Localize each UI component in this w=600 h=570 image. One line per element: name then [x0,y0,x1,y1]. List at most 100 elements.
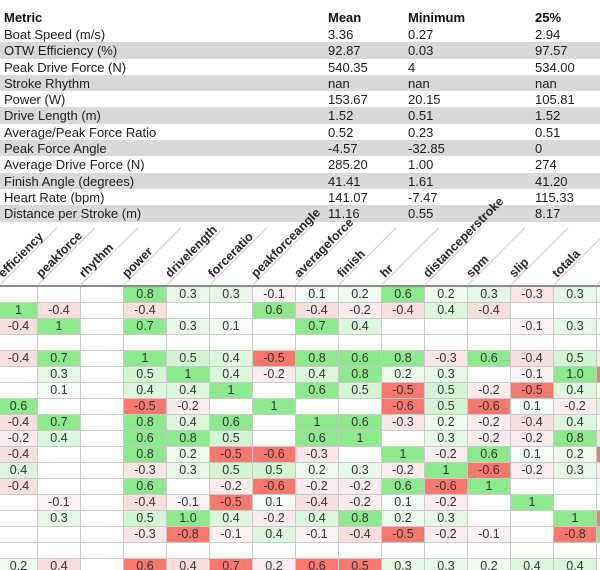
matrix-row: -0.4 0.8 0.2 -0.5 -0.6 -0.3 1 -0.2 0.6 0.1 0.2 [0,447,600,463]
matrix-cell: 0.2 [0,559,38,570]
matrix-cell [81,367,124,383]
matrix-cell: 1 [425,463,468,479]
matrix-cell: 1 [296,415,339,431]
matrix-cell: 0.6 [0,399,38,415]
matrix-cell: 0.3 [425,511,468,527]
matrix-cell: 0.4 [339,319,382,335]
matrix-column-label: slip [506,255,532,281]
matrix-cell: -0.1 [38,495,81,511]
matrix-row: -0.1 -0.4 -0.1 -0.5 0.1 -0.4 -0.2 0.1 -0.2 1 [0,495,600,511]
matrix-cell: 0.4 [253,527,296,543]
summary-row-cell: 274 [535,157,557,173]
matrix-cell: 0.2 [296,463,339,479]
matrix-cell: 1 [0,303,38,319]
matrix-cell: 1 [167,367,210,383]
matrix-cell [597,431,600,447]
matrix-row: 0.8 0.3 0.3 -0.1 0.1 0.2 0.6 0.2 0.3 -0.3 0.3 [0,287,600,303]
matrix-cell [296,335,339,351]
matrix-cell: -0.2 [425,495,468,511]
summary-row-cell: Peak Drive Force (N) [4,59,127,75]
summary-row-cell: Stroke Rhythm [4,75,90,91]
matrix-cell [0,367,38,383]
matrix-cell: -0.4 [124,303,167,319]
matrix-cell [597,463,600,479]
matrix-cell: -0.2 [339,303,382,319]
summary-row-cell: 115.33 [535,189,574,205]
matrix-cell: 0.4 [296,511,339,527]
matrix-cell: 0.1 [38,383,81,399]
summary-header-cell: 25% [535,10,562,25]
matrix-cell [511,335,554,351]
matrix-cell [468,511,511,527]
matrix-cell: -0.4 [124,495,167,511]
matrix-cell: 0.6 [382,479,425,495]
matrix-cell: -0.1 [511,319,554,335]
matrix-cell [597,543,600,559]
matrix-cell [597,335,600,351]
matrix-cell: 0.3 [554,319,597,335]
correlation-matrix: 0.8 0.3 0.3 -0.1 0.1 0.2 0.6 0.2 0.3 -0.3 0.3 1 -0.4… [0,287,600,570]
matrix-cell: 0.2 [253,559,296,570]
summary-row-cell: 8.17 [535,206,561,222]
matrix-cell: -0.6 [253,447,296,463]
matrix-cell: -0.4 [382,303,425,319]
matrix-cell [468,543,511,559]
matrix-cell: 0.8 [167,431,210,447]
matrix-cell: -0.2 [296,479,339,495]
matrix-cell: 0.6 [296,431,339,447]
matrix-cell [81,319,124,335]
matrix-cell: 0.4 [554,559,597,570]
summary-table: Metric Mean Minimum 25% Boat Speed (m/s) 3.36… [0,9,600,222]
matrix-cell [81,543,124,559]
matrix-cell [468,367,511,383]
matrix-cell: -0.5 [210,447,253,463]
matrix-cell: -0.4 [0,319,38,335]
matrix-cell [382,543,425,559]
matrix-cell: 0.4 [167,415,210,431]
summary-row-cell: 0.23 [408,124,434,140]
matrix-column-label: finish [334,246,368,281]
matrix-cell [253,319,296,335]
matrix-cell: 0.3 [425,559,468,570]
matrix-cell [0,543,38,559]
matrix-cell: 0.6 [124,479,167,495]
matrix-cell: -0.8 [167,527,210,543]
matrix-cell: 0.7 [38,415,81,431]
matrix-row: 0.3 0.5 1.0 0.4 -0.2 0.4 0.8 0.2 0.3 1 [0,511,600,527]
summary-row-cell: 1.00 [408,157,434,173]
matrix-cell: -0.3 [296,447,339,463]
matrix-cell [554,543,597,559]
matrix-cell: 0.3 [38,367,81,383]
summary-row-cell: 534.00 [535,59,575,75]
matrix-cell: -0.2 [468,415,511,431]
matrix-cell: -0.4 [296,495,339,511]
matrix-cell: 0.4 [554,383,597,399]
matrix-cell [210,543,253,559]
summary-row: Finish Angle (degrees) 41.41 1.61 41.20 [0,172,600,189]
matrix-cell [81,415,124,431]
matrix-cell: 0.3 [38,511,81,527]
summary-row-cell: 141.07 [328,189,368,205]
matrix-cell: -0.1 [296,527,339,543]
matrix-cell: -0.2 [554,399,597,415]
matrix-cell [81,335,124,351]
matrix-cell [425,543,468,559]
matrix-cell: 0.2 [425,415,468,431]
matrix-cell: 0.6 [210,415,253,431]
matrix-cell: -0.5 [210,495,253,511]
matrix-cell [0,527,38,543]
header-divider-line [38,227,96,285]
matrix-cell: 0.5 [253,463,296,479]
matrix-cell: 0.4 [511,559,554,570]
matrix-cell [253,431,296,447]
matrix-cell [81,463,124,479]
matrix-cell: -0.4 [0,415,38,431]
matrix-cell: -0.4 [468,303,511,319]
matrix-cell [339,447,382,463]
matrix-cell: 0.3 [339,463,382,479]
summary-row-cell: 0.55 [408,206,434,222]
matrix-cell [0,335,38,351]
matrix-cell [210,335,253,351]
matrix-cell: 1.0 [554,367,597,383]
matrix-cell: -0.8 [554,527,597,543]
